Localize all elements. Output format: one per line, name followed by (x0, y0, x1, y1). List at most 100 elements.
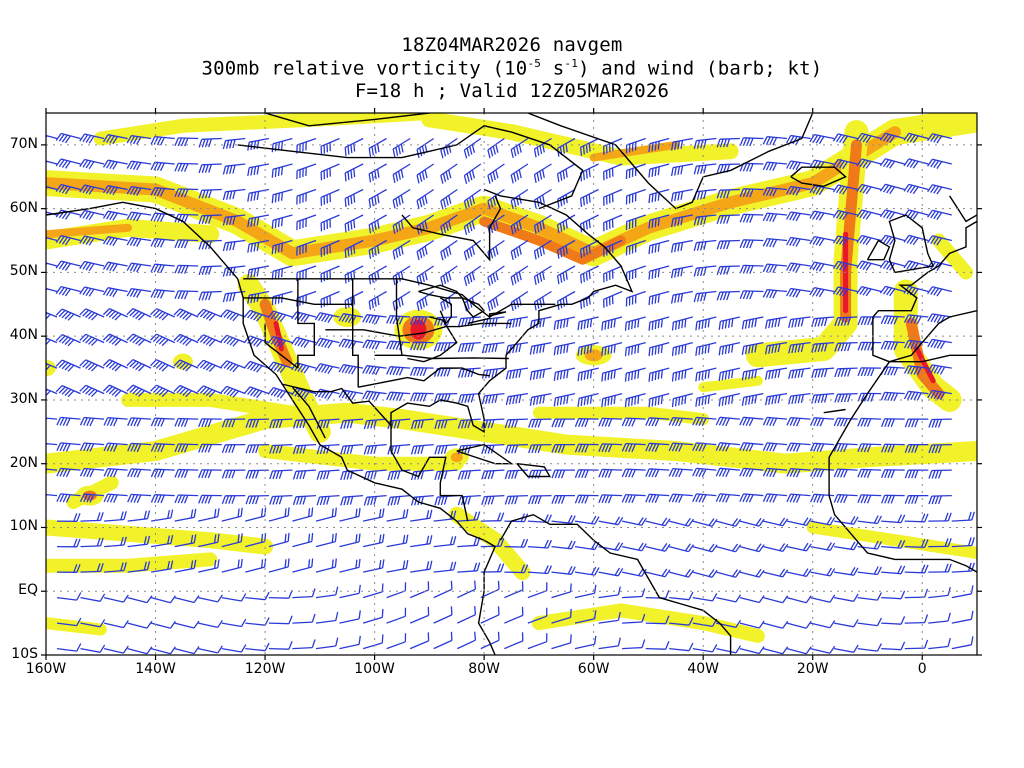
wind-barb (904, 494, 929, 504)
wind-barb (198, 533, 220, 548)
wind-barb (80, 512, 104, 522)
wind-barb (457, 367, 481, 378)
wind-barb (463, 163, 482, 184)
wind-barb (150, 384, 175, 398)
wind-barb (46, 442, 58, 447)
wind-barb (320, 214, 340, 232)
wind-barb (928, 512, 952, 522)
wind-barb (556, 137, 576, 157)
wind-barb (56, 467, 81, 478)
wind-barb (951, 537, 975, 548)
wind-barb (880, 443, 905, 453)
wind-barb (409, 632, 430, 650)
wind-barb (671, 341, 693, 357)
wind-barb (574, 418, 599, 428)
wind-barb (392, 265, 411, 286)
wind-barb (739, 543, 765, 553)
vorticity-band (46, 223, 133, 239)
vorticity-band (46, 617, 107, 636)
wind-barb (739, 290, 764, 300)
wind-barb (648, 316, 670, 331)
wind-barb (174, 417, 199, 427)
wind-barb (741, 392, 764, 407)
wind-barb (173, 359, 199, 372)
wind-barb (504, 418, 528, 429)
wind-barb (268, 615, 293, 625)
wind-barb (510, 290, 529, 312)
wind-barb (786, 160, 811, 171)
wind-barb (267, 361, 293, 374)
wind-barb (598, 567, 624, 577)
wind-barb (409, 606, 430, 624)
wind-barb (577, 341, 599, 356)
wind-barb (197, 359, 223, 372)
vorticity-max (450, 452, 463, 463)
wind-barb (79, 235, 105, 246)
wind-barb (762, 467, 788, 478)
wind-barb (387, 494, 411, 506)
wind-barb (551, 540, 576, 550)
wind-barb (504, 564, 529, 574)
wind-barb (221, 593, 247, 602)
border (325, 322, 512, 337)
wind-barb (716, 188, 740, 199)
coastline (888, 214, 935, 274)
wind-barb (392, 163, 411, 184)
wind-barb (788, 367, 811, 380)
border (281, 383, 392, 426)
wind-barb (434, 443, 458, 455)
wind-barb (102, 159, 128, 170)
border (395, 278, 403, 356)
wind-barb (927, 133, 952, 144)
wind-barb (103, 493, 128, 503)
wind-barb (904, 539, 929, 548)
wind-barb (811, 392, 835, 404)
wind-barb (716, 239, 740, 250)
vorticity-band (531, 603, 765, 643)
wind-barb (79, 184, 105, 195)
wind-barb (79, 158, 105, 170)
wind-barb (833, 541, 859, 551)
wind-barb (788, 316, 811, 329)
wind-barb (598, 611, 621, 624)
coastline (237, 125, 584, 210)
wind-barb (416, 290, 435, 312)
lat-tick-label: 60N (9, 199, 38, 216)
wind-barb (739, 493, 764, 503)
wind-barb (55, 385, 81, 398)
wind-barb (880, 469, 905, 479)
wind-barb (416, 214, 435, 235)
title-line-1: 18Z04MAR2026 navgem (401, 34, 623, 56)
wind-barb (55, 359, 81, 372)
wind-barb (716, 137, 740, 148)
coastline (461, 297, 486, 318)
coastline (467, 311, 507, 325)
wind-barb (79, 467, 105, 478)
wind-barb (480, 512, 505, 522)
wind-barb (692, 543, 718, 553)
wind-barb (127, 535, 151, 548)
wind-barb (220, 385, 246, 398)
wind-barb (245, 469, 269, 479)
lon-tick-label: 40W (687, 661, 719, 677)
lat-tick-label: 20N (9, 454, 38, 471)
wind-barb (669, 591, 694, 601)
wind-barb (904, 564, 929, 574)
wind-barb (79, 286, 105, 297)
wind-barb (56, 643, 82, 652)
wind-barb (763, 568, 789, 578)
wind-barb (810, 516, 836, 526)
wind-barb (903, 285, 929, 297)
wind-barb (362, 390, 387, 401)
wind-barb (857, 417, 882, 427)
wind-barb (856, 260, 882, 271)
vorticity-max (333, 307, 362, 328)
wind-barb (291, 387, 317, 400)
wind-barb (363, 443, 387, 455)
wind-barb (245, 591, 270, 601)
wind-barb (104, 562, 127, 573)
vorticity-max (584, 349, 603, 362)
wind-barb (529, 367, 552, 381)
wind-barb (671, 367, 693, 382)
wind-barb (79, 308, 105, 321)
